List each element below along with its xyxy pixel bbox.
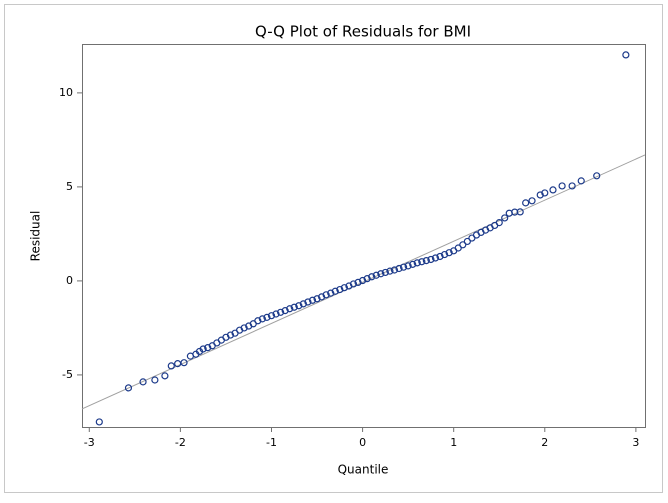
point (549, 186, 557, 194)
point (418, 258, 426, 266)
point (399, 263, 408, 271)
point (258, 315, 266, 323)
point (404, 262, 412, 270)
x-tick-label: -1 (266, 436, 277, 449)
point (427, 255, 435, 264)
point (409, 260, 417, 268)
point (226, 331, 235, 339)
point (422, 257, 430, 265)
point (299, 300, 307, 308)
outer-frame (4, 4, 663, 493)
point (368, 273, 376, 281)
point (349, 280, 358, 288)
x-tick-label: -2 (175, 436, 186, 449)
point (354, 278, 362, 287)
point (327, 289, 335, 297)
point (95, 418, 103, 426)
plot-frame (82, 44, 646, 428)
x-tick-label: -3 (84, 436, 95, 449)
point (180, 359, 188, 367)
point (276, 308, 285, 316)
point (263, 313, 271, 321)
point (322, 291, 330, 299)
point (358, 276, 367, 285)
point (290, 303, 298, 311)
point (377, 270, 385, 278)
point (281, 307, 289, 315)
point (340, 284, 348, 292)
point (522, 199, 530, 207)
point (331, 287, 339, 295)
x-tick-label: 0 (359, 436, 366, 449)
point (286, 305, 294, 313)
chart-title: Q-Q Plot of Residuals for BMI (255, 23, 471, 41)
point (413, 259, 421, 267)
y-tick-label: 0 (66, 274, 73, 287)
point (304, 298, 312, 306)
x-tick-label: 2 (541, 436, 548, 449)
x-axis-label: Quantile (338, 463, 389, 477)
point (139, 378, 147, 386)
point (528, 197, 536, 205)
point (622, 51, 630, 59)
point (459, 241, 467, 249)
point (204, 344, 212, 352)
point (295, 302, 303, 310)
point (541, 189, 549, 197)
point (593, 172, 601, 180)
x-tick-label: 1 (450, 436, 457, 449)
point (501, 214, 509, 222)
point (436, 252, 444, 261)
y-tick-label: -5 (62, 368, 73, 381)
point (372, 271, 380, 279)
point (313, 295, 321, 303)
y-tick-label: 5 (66, 180, 73, 193)
point (167, 362, 175, 370)
point (431, 254, 440, 262)
point (463, 237, 471, 246)
point (558, 182, 566, 190)
point (199, 345, 207, 353)
point (254, 317, 262, 325)
point (363, 275, 371, 283)
point (124, 384, 133, 392)
point (272, 310, 280, 318)
point (516, 208, 524, 216)
point (381, 268, 389, 277)
point (440, 250, 449, 259)
point (577, 177, 585, 185)
reference-line (81, 154, 646, 410)
point (445, 249, 453, 257)
point (161, 372, 169, 380)
y-tick-label: 10 (59, 86, 73, 99)
point (240, 324, 248, 332)
y-axis-label: Residual (29, 211, 43, 262)
point (267, 312, 276, 320)
point (336, 285, 344, 294)
point (390, 266, 399, 274)
point (308, 296, 317, 304)
point (386, 267, 394, 275)
point (495, 219, 503, 227)
point (568, 182, 576, 190)
point (395, 264, 403, 273)
x-tick-label: 3 (632, 436, 639, 449)
point (151, 376, 159, 384)
